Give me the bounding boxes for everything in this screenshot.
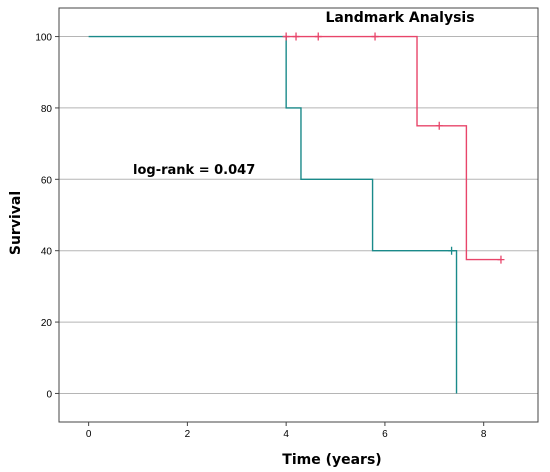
y-tick-label-20: 20 (41, 318, 53, 329)
survival-curve-2 (286, 35, 501, 261)
y-axis-title: Survival (8, 191, 24, 255)
censor-mark-1-1 (448, 246, 456, 255)
censor-mark-2-5 (435, 121, 443, 130)
censor-mark-2-3 (314, 32, 322, 41)
x-tick-label-8: 8 (481, 429, 487, 440)
y-tick-label-80: 80 (41, 104, 53, 115)
x-tick-label-0: 0 (86, 429, 92, 440)
x-axis-title: Time (years) (282, 452, 381, 468)
x-tick-label-2: 2 (185, 429, 191, 440)
chart-title: Landmark Analysis (325, 10, 474, 26)
x-tick-label-4: 4 (283, 429, 289, 440)
survival-curve-1 (88, 35, 458, 394)
y-tick-label-40: 40 (41, 247, 53, 258)
plot-frame (58, 7, 539, 423)
log-rank-annotation: log-rank = 0.047 (133, 163, 255, 178)
y-tick-label-0: 0 (46, 389, 52, 400)
y-tick-label-60: 60 (41, 175, 53, 186)
censor-mark-2-2 (292, 32, 300, 41)
x-tick-label-6: 6 (382, 429, 388, 440)
censor-mark-2-4 (371, 32, 379, 41)
censor-mark-2-1 (282, 32, 290, 41)
censor-mark-2-6 (497, 255, 505, 264)
y-tick-label-100: 100 (35, 33, 52, 44)
